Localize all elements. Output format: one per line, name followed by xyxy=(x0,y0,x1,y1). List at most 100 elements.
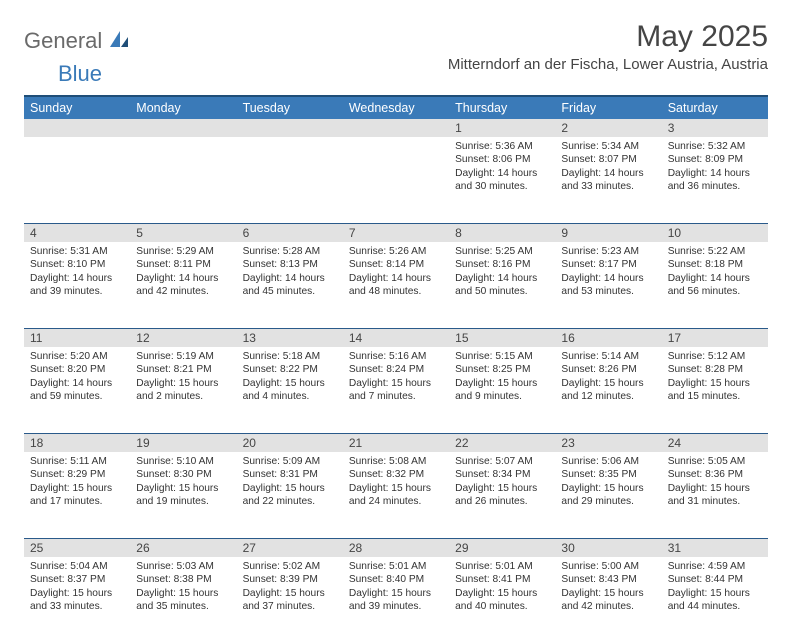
sunrise-text: Sunrise: 5:05 AM xyxy=(668,455,762,468)
day-number: 25 xyxy=(24,539,130,557)
sunrise-text: Sunrise: 5:31 AM xyxy=(30,245,124,258)
daylight-text: Daylight: 14 hours and 30 minutes. xyxy=(455,167,549,194)
title-block: May 2025 Mitterndorf an der Fischa, Lowe… xyxy=(448,20,768,73)
logo-text-general: General xyxy=(24,28,102,54)
day-number: 15 xyxy=(449,329,555,347)
daylight-text: Daylight: 15 hours and 44 minutes. xyxy=(668,587,762,614)
day-number: 19 xyxy=(130,434,236,452)
daylight-text: Daylight: 15 hours and 33 minutes. xyxy=(30,587,124,614)
sunrise-text: Sunrise: 5:08 AM xyxy=(349,455,443,468)
day-cell xyxy=(237,137,343,223)
sunset-text: Sunset: 8:06 PM xyxy=(455,153,549,166)
daylight-text: Daylight: 15 hours and 26 minutes. xyxy=(455,482,549,509)
sunrise-text: Sunrise: 5:11 AM xyxy=(30,455,124,468)
day-cell: Sunrise: 5:31 AMSunset: 8:10 PMDaylight:… xyxy=(24,242,130,328)
daylight-text: Daylight: 15 hours and 40 minutes. xyxy=(455,587,549,614)
day-cell: Sunrise: 5:29 AMSunset: 8:11 PMDaylight:… xyxy=(130,242,236,328)
daynum-row: 18192021222324 xyxy=(24,433,768,452)
sunrise-text: Sunrise: 5:29 AM xyxy=(136,245,230,258)
sunset-text: Sunset: 8:24 PM xyxy=(349,363,443,376)
day-cell xyxy=(130,137,236,223)
sunrise-text: Sunrise: 5:14 AM xyxy=(561,350,655,363)
day-cell: Sunrise: 5:10 AMSunset: 8:30 PMDaylight:… xyxy=(130,452,236,538)
sunset-text: Sunset: 8:36 PM xyxy=(668,468,762,481)
daynum-row: 45678910 xyxy=(24,223,768,242)
day-cell: Sunrise: 5:06 AMSunset: 8:35 PMDaylight:… xyxy=(555,452,661,538)
sunset-text: Sunset: 8:38 PM xyxy=(136,573,230,586)
sunset-text: Sunset: 8:31 PM xyxy=(243,468,337,481)
daylight-text: Daylight: 14 hours and 42 minutes. xyxy=(136,272,230,299)
day-number: 28 xyxy=(343,539,449,557)
sunset-text: Sunset: 8:32 PM xyxy=(349,468,443,481)
sunrise-text: Sunrise: 5:00 AM xyxy=(561,560,655,573)
daylight-text: Daylight: 14 hours and 33 minutes. xyxy=(561,167,655,194)
day-label-thursday: Thursday xyxy=(449,97,555,119)
daynum-row: 25262728293031 xyxy=(24,538,768,557)
day-number: 5 xyxy=(130,224,236,242)
day-number: 29 xyxy=(449,539,555,557)
week-row: Sunrise: 5:31 AMSunset: 8:10 PMDaylight:… xyxy=(24,242,768,328)
sunrise-text: Sunrise: 5:25 AM xyxy=(455,245,549,258)
day-number: 4 xyxy=(24,224,130,242)
location-text: Mitterndorf an der Fischa, Lower Austria… xyxy=(448,56,768,73)
day-label-friday: Friday xyxy=(555,97,661,119)
day-cell: Sunrise: 5:18 AMSunset: 8:22 PMDaylight:… xyxy=(237,347,343,433)
day-cell: Sunrise: 5:26 AMSunset: 8:14 PMDaylight:… xyxy=(343,242,449,328)
day-cell: Sunrise: 5:01 AMSunset: 8:41 PMDaylight:… xyxy=(449,557,555,643)
day-header-row: Sunday Monday Tuesday Wednesday Thursday… xyxy=(24,95,768,119)
sunrise-text: Sunrise: 5:01 AM xyxy=(455,560,549,573)
sunset-text: Sunset: 8:18 PM xyxy=(668,258,762,271)
sunset-text: Sunset: 8:17 PM xyxy=(561,258,655,271)
daylight-text: Daylight: 15 hours and 22 minutes. xyxy=(243,482,337,509)
sunrise-text: Sunrise: 4:59 AM xyxy=(668,560,762,573)
daylight-text: Daylight: 14 hours and 59 minutes. xyxy=(30,377,124,404)
day-number xyxy=(24,119,130,137)
daylight-text: Daylight: 14 hours and 36 minutes. xyxy=(668,167,762,194)
day-cell: Sunrise: 5:11 AMSunset: 8:29 PMDaylight:… xyxy=(24,452,130,538)
day-number: 2 xyxy=(555,119,661,137)
day-cell: Sunrise: 5:14 AMSunset: 8:26 PMDaylight:… xyxy=(555,347,661,433)
daylight-text: Daylight: 14 hours and 56 minutes. xyxy=(668,272,762,299)
day-cell: Sunrise: 5:32 AMSunset: 8:09 PMDaylight:… xyxy=(662,137,768,223)
day-cell: Sunrise: 5:19 AMSunset: 8:21 PMDaylight:… xyxy=(130,347,236,433)
sunset-text: Sunset: 8:40 PM xyxy=(349,573,443,586)
day-cell: Sunrise: 5:16 AMSunset: 8:24 PMDaylight:… xyxy=(343,347,449,433)
day-number: 8 xyxy=(449,224,555,242)
sunset-text: Sunset: 8:37 PM xyxy=(30,573,124,586)
sunset-text: Sunset: 8:11 PM xyxy=(136,258,230,271)
sunset-text: Sunset: 8:26 PM xyxy=(561,363,655,376)
sunset-text: Sunset: 8:09 PM xyxy=(668,153,762,166)
sunrise-text: Sunrise: 5:36 AM xyxy=(455,140,549,153)
day-number: 24 xyxy=(662,434,768,452)
sunrise-text: Sunrise: 5:07 AM xyxy=(455,455,549,468)
day-cell: Sunrise: 5:12 AMSunset: 8:28 PMDaylight:… xyxy=(662,347,768,433)
sunset-text: Sunset: 8:25 PM xyxy=(455,363,549,376)
day-label-tuesday: Tuesday xyxy=(237,97,343,119)
daylight-text: Daylight: 14 hours and 50 minutes. xyxy=(455,272,549,299)
sunset-text: Sunset: 8:22 PM xyxy=(243,363,337,376)
sunrise-text: Sunrise: 5:01 AM xyxy=(349,560,443,573)
sunset-text: Sunset: 8:44 PM xyxy=(668,573,762,586)
day-number: 10 xyxy=(662,224,768,242)
sunrise-text: Sunrise: 5:34 AM xyxy=(561,140,655,153)
sunrise-text: Sunrise: 5:02 AM xyxy=(243,560,337,573)
sunrise-text: Sunrise: 5:20 AM xyxy=(30,350,124,363)
sunset-text: Sunset: 8:14 PM xyxy=(349,258,443,271)
daylight-text: Daylight: 14 hours and 48 minutes. xyxy=(349,272,443,299)
sunset-text: Sunset: 8:21 PM xyxy=(136,363,230,376)
day-cell: Sunrise: 5:00 AMSunset: 8:43 PMDaylight:… xyxy=(555,557,661,643)
day-number: 7 xyxy=(343,224,449,242)
daylight-text: Daylight: 15 hours and 4 minutes. xyxy=(243,377,337,404)
day-cell xyxy=(24,137,130,223)
daylight-text: Daylight: 15 hours and 37 minutes. xyxy=(243,587,337,614)
sunrise-text: Sunrise: 5:03 AM xyxy=(136,560,230,573)
day-number: 31 xyxy=(662,539,768,557)
sunrise-text: Sunrise: 5:32 AM xyxy=(668,140,762,153)
day-number: 1 xyxy=(449,119,555,137)
day-label-sunday: Sunday xyxy=(24,97,130,119)
daynum-row: 123 xyxy=(24,119,768,137)
day-number: 6 xyxy=(237,224,343,242)
sunrise-text: Sunrise: 5:23 AM xyxy=(561,245,655,258)
day-number: 30 xyxy=(555,539,661,557)
week-row: Sunrise: 5:36 AMSunset: 8:06 PMDaylight:… xyxy=(24,137,768,223)
